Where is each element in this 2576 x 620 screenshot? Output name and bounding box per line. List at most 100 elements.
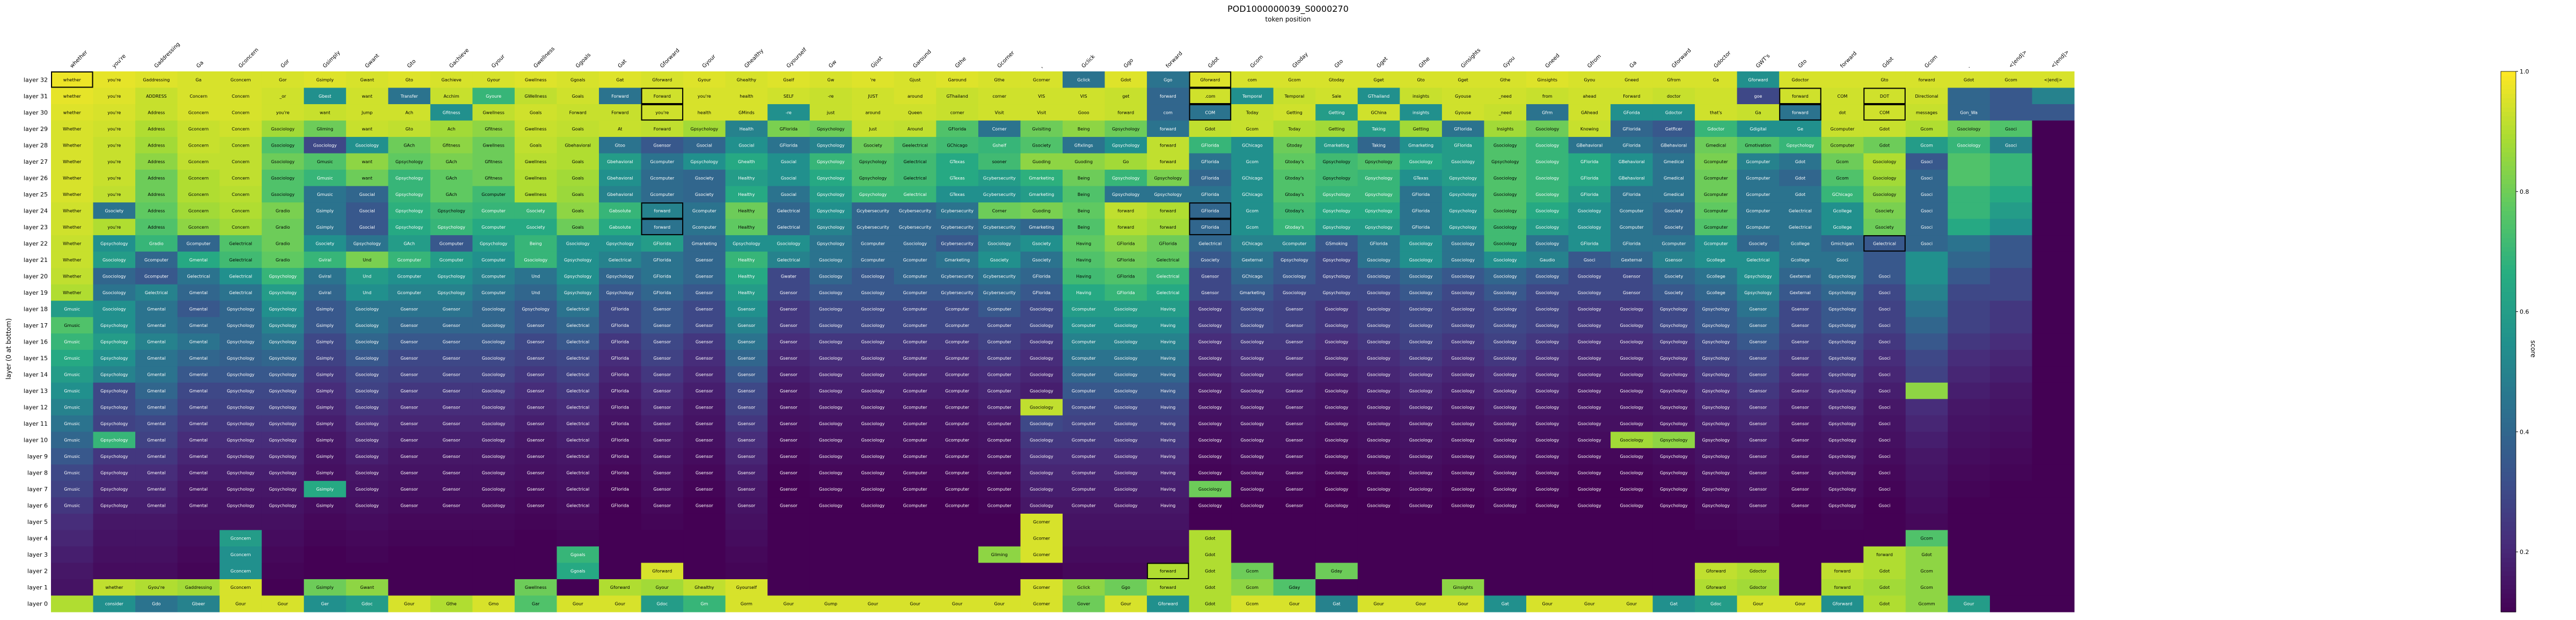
cell-token-label: Gtoday's <box>1285 192 1304 197</box>
colorbar: 0.20.40.60.81.0 <box>2500 68 2529 612</box>
cell-token-label: doctor <box>1667 94 1681 99</box>
cell-token-label: Address <box>148 176 165 180</box>
cell-token-label: Gelectrical <box>566 389 589 393</box>
cell-token-label: Gelectrical <box>566 454 589 459</box>
x-tick-label: Gdot <box>1207 56 1220 69</box>
heatmap-cell <box>852 563 895 580</box>
colorbar-segment <box>2501 170 2516 176</box>
colorbar-segment <box>2501 323 2516 329</box>
heatmap-cell <box>809 513 852 530</box>
cell-token-label: Gsociology <box>1367 471 1391 476</box>
heatmap-cell <box>683 546 726 563</box>
heatmap-cell <box>1568 137 1611 154</box>
cell-token-label: GFlorida <box>1580 159 1599 164</box>
heatmap-cell <box>557 513 599 530</box>
cell-token-label: Gcomputer <box>1662 241 1686 246</box>
heatmap-cell <box>472 546 515 563</box>
cell-token-label: Gexternal <box>1621 258 1642 262</box>
cell-token-label: VIS <box>1038 94 1045 99</box>
cell-token-label: Gcybersecurity <box>941 225 974 230</box>
heatmap-cell <box>1948 71 1990 89</box>
heatmap-cell <box>1948 399 1990 416</box>
cell-token-label: Gover <box>1077 602 1091 607</box>
cell-token-label: Gpsychology <box>1660 504 1688 508</box>
cell-token-label: Gsociology <box>1535 225 1559 230</box>
heatmap-cell <box>683 530 726 547</box>
cell-token-label: Gsensor <box>1750 340 1767 345</box>
cell-token-label: Gsociology <box>1367 487 1391 492</box>
cell-token-label: Gbeer <box>192 602 206 607</box>
heatmap-cell <box>1526 87 1569 105</box>
heatmap-cell <box>1989 301 2032 318</box>
cell-token-label: Gcomm <box>1919 602 1935 607</box>
cell-token-label: Gsociology <box>1114 421 1138 426</box>
heatmap-cell <box>51 137 94 154</box>
heatmap-cell <box>1231 137 1274 154</box>
heatmap-cell <box>346 513 389 530</box>
cell-token-label: Gtoday's <box>1285 176 1304 180</box>
heatmap-cell <box>1905 349 1948 367</box>
colorbar-segment <box>2501 346 2516 351</box>
cell-token-label: Gcomputer <box>144 258 169 262</box>
x-tick-label: Gcom <box>1249 54 1264 69</box>
heatmap-cell <box>1147 87 1190 105</box>
heatmap-cell <box>1948 546 1990 563</box>
cell-token-label: Gpsychology <box>1365 159 1393 164</box>
colorbar-segment <box>2501 103 2516 108</box>
cell-token-label: GFlorida <box>948 127 967 132</box>
heatmap-cell <box>135 120 178 137</box>
heatmap-cell <box>1948 382 1990 399</box>
cell-token-label: Address <box>148 143 165 148</box>
heatmap-cell <box>1611 546 1653 563</box>
heatmap-cell <box>1063 563 1106 580</box>
cell-token-label: Gsociology <box>1198 356 1222 361</box>
colorbar-segment <box>2501 364 2516 369</box>
heatmap-cell <box>2032 366 2075 383</box>
x-tick-label: Gforward <box>1671 48 1692 69</box>
heatmap-cell <box>599 120 642 137</box>
cell-token-label: Gsociology <box>1030 356 1053 361</box>
cell-token-label: Gsociology <box>524 258 547 262</box>
heatmap-cell <box>2032 235 2075 252</box>
cell-token-label: Gcomputer <box>1283 241 1307 246</box>
cell-token-label: GFlorida <box>611 454 630 459</box>
cell-token-label: Gviral <box>319 290 332 295</box>
x-tick-label: Gto <box>1334 59 1344 69</box>
cell-token-label: Gsociology <box>819 356 843 361</box>
colorbar-segment <box>2501 98 2516 104</box>
cell-token-label: Concern <box>232 110 250 115</box>
cell-token-label: Gsensor <box>780 373 797 377</box>
cell-token-label: Gcomer <box>1033 536 1050 541</box>
cell-token-label: Gsociology <box>103 274 126 279</box>
cell-token-label: Gfitness <box>485 176 502 180</box>
heatmap-cell <box>1484 546 1527 563</box>
colorbar-segment <box>2501 179 2516 185</box>
heatmap-cell <box>1905 284 1948 301</box>
heatmap-cell <box>1989 235 2032 252</box>
heatmap-cell <box>1948 251 1990 268</box>
cell-token-label: corner <box>950 110 964 115</box>
cell-token-label: Having <box>1160 438 1175 443</box>
heatmap-cell <box>472 71 515 89</box>
cell-token-label: Gsociology <box>1873 176 1897 180</box>
cell-token-label: Ach <box>448 127 456 132</box>
cell-token-label: Gpsychology <box>606 241 634 246</box>
cell-token-label: Gcomputer <box>987 454 1012 459</box>
cell-token-label: Gcollege <box>1707 258 1725 262</box>
cell-token-label: Just <box>868 127 877 132</box>
cell-token-label: Gsociology <box>1535 421 1559 426</box>
colorbar-segment <box>2501 260 2516 266</box>
colorbar-segment <box>2501 396 2516 401</box>
cell-token-label: Gcom <box>1246 225 1258 230</box>
heatmap-cell <box>1484 104 1527 121</box>
heatmap-cell <box>135 153 178 170</box>
heatmap-cell <box>261 104 304 121</box>
cell-token-label: Having <box>1076 274 1091 279</box>
cell-token-label: Gsociology <box>1030 323 1053 328</box>
cell-token-label: Gsociology <box>1578 373 1601 377</box>
colorbar-segment <box>2501 598 2516 603</box>
cell-token-label: Gsensor <box>1791 405 1809 410</box>
heatmap-cell <box>346 120 389 137</box>
cell-token-label: Gour <box>1121 602 1131 607</box>
cell-token-label: you're <box>276 110 290 115</box>
